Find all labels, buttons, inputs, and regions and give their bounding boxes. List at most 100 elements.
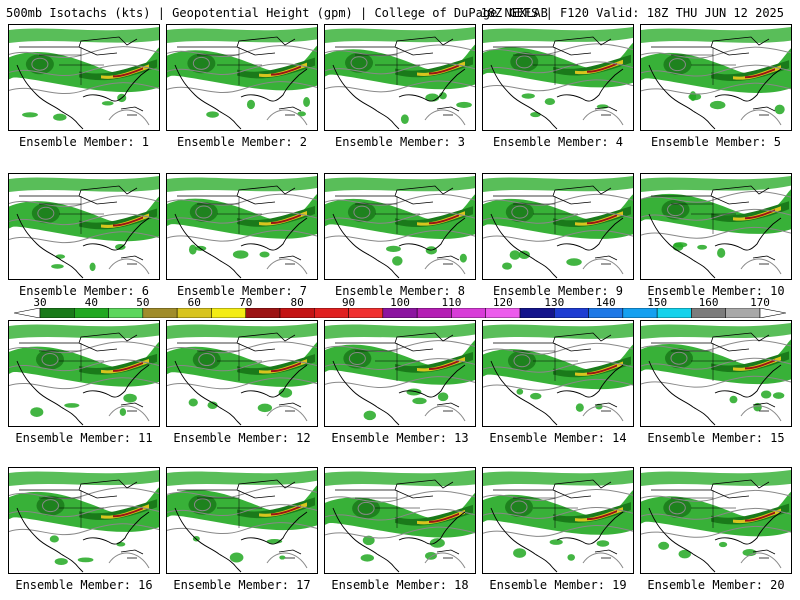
- jet-core: [417, 509, 465, 525]
- border-lines: [177, 185, 296, 205]
- pacific-coastline: [16, 64, 84, 130]
- member-map-svg: [167, 176, 317, 279]
- jet-streak-band: [395, 504, 473, 526]
- height-contour: [641, 82, 791, 95]
- border-lines: [493, 332, 612, 352]
- border-lines: [335, 479, 454, 499]
- member-map-svg: [483, 27, 633, 130]
- member-map-svg: [9, 323, 159, 426]
- wind-patch: [54, 558, 68, 565]
- height-contour: [9, 505, 159, 518]
- height-contour: [9, 195, 159, 208]
- wind-patch: [386, 245, 401, 253]
- member-caption: Ensemble Member: 9: [492, 284, 624, 298]
- border-lines: [335, 185, 454, 205]
- gulf-atlantic-coastline: [82, 364, 150, 398]
- upper-low-wind: [661, 199, 690, 220]
- caribbean-islands: [278, 106, 302, 116]
- ensemble-member-map: [324, 24, 476, 131]
- wind-patch: [509, 250, 521, 260]
- height-contour: [167, 504, 317, 516]
- jet-max: [429, 360, 459, 371]
- colorbar-tick-label: 170: [750, 296, 770, 309]
- jet-streak-band: [553, 502, 631, 523]
- jet-max: [113, 361, 143, 372]
- wind-patch: [392, 256, 403, 266]
- border-lines: [493, 479, 612, 499]
- member-map-svg: [325, 176, 475, 279]
- wind-patch: [77, 557, 94, 563]
- gulf-atlantic-coastline: [240, 511, 308, 545]
- pacific-coastline: [648, 64, 716, 130]
- height-contour: [167, 63, 317, 75]
- jet-core: [733, 65, 781, 80]
- wind-patch: [412, 397, 427, 405]
- state-boundaries: [39, 490, 104, 528]
- jet-max: [587, 364, 617, 375]
- member-caption: Ensemble Member: 4: [492, 135, 624, 149]
- member-map-svg: [9, 27, 159, 130]
- member-map-svg: [483, 323, 633, 426]
- jet-core: [575, 507, 623, 522]
- wind-patch: [116, 542, 126, 547]
- jet-core: [101, 213, 149, 228]
- ensemble-member-map: [482, 467, 634, 574]
- height-contour: [9, 64, 159, 77]
- ensemble-member-map: [324, 173, 476, 280]
- border-lines: [177, 36, 296, 56]
- member-map-svg: [483, 176, 633, 279]
- colorbar-tick-label: 110: [441, 296, 462, 309]
- height-contour: [167, 45, 317, 57]
- pacific-coastline: [332, 507, 400, 573]
- colorbar-swatch: [245, 308, 281, 318]
- wind-patch: [673, 242, 688, 248]
- jet-streak-band: [237, 206, 315, 227]
- border-lines: [651, 479, 770, 499]
- upper-low-wind: [507, 350, 536, 371]
- height-contour: [167, 211, 317, 224]
- member-caption: Ensemble Member: 19: [489, 578, 627, 592]
- jet-core: [733, 206, 781, 221]
- member-caption: Ensemble Member: 14: [489, 431, 627, 445]
- wind-patch: [246, 99, 255, 110]
- wind-patch: [742, 549, 757, 557]
- upper-low-wind: [663, 497, 692, 518]
- colorbar-tick-label: 160: [698, 296, 719, 309]
- state-boundaries: [671, 47, 736, 85]
- jet-streak-band: [79, 353, 157, 375]
- jet-streak-band: [237, 354, 315, 375]
- jet-core: [101, 504, 149, 519]
- jet-streak-band: [237, 57, 315, 79]
- ensemble-member-map: [324, 320, 476, 427]
- wind-patch: [516, 388, 524, 395]
- wind-patch: [429, 538, 445, 548]
- colorbar-swatch: [382, 308, 418, 318]
- pacific-coastline: [648, 507, 716, 573]
- closed-low-contour: [198, 353, 216, 367]
- height-contour: [167, 341, 317, 354]
- wind-patch: [544, 98, 556, 106]
- pacific-coastline: [16, 360, 84, 426]
- isotach-colorbar: [14, 308, 786, 318]
- pacific-coastline: [490, 213, 558, 279]
- ridge-contour: [108, 552, 150, 569]
- wind-patch: [206, 111, 219, 118]
- ensemble-member-map: [324, 467, 476, 574]
- colorbar-swatch: [314, 308, 349, 318]
- wind-patch: [119, 408, 127, 416]
- colorbar-swatch: [485, 308, 521, 318]
- upper-low-wind: [663, 54, 692, 75]
- height-contour: [167, 486, 317, 498]
- height-contour: [483, 378, 633, 391]
- colorbar-swatch: [725, 308, 761, 318]
- member-map-svg: [167, 470, 317, 573]
- jet-core: [101, 64, 149, 79]
- state-boundaries: [355, 490, 420, 528]
- pacific-coastline: [174, 213, 242, 279]
- member-caption: Ensemble Member: 2: [176, 135, 308, 149]
- state-boundaries: [197, 490, 262, 528]
- member-caption: Ensemble Member: 16: [15, 578, 153, 592]
- colorbar-swatch: [348, 308, 384, 318]
- jet-streak-band: [395, 206, 473, 227]
- member-map-svg: [9, 176, 159, 279]
